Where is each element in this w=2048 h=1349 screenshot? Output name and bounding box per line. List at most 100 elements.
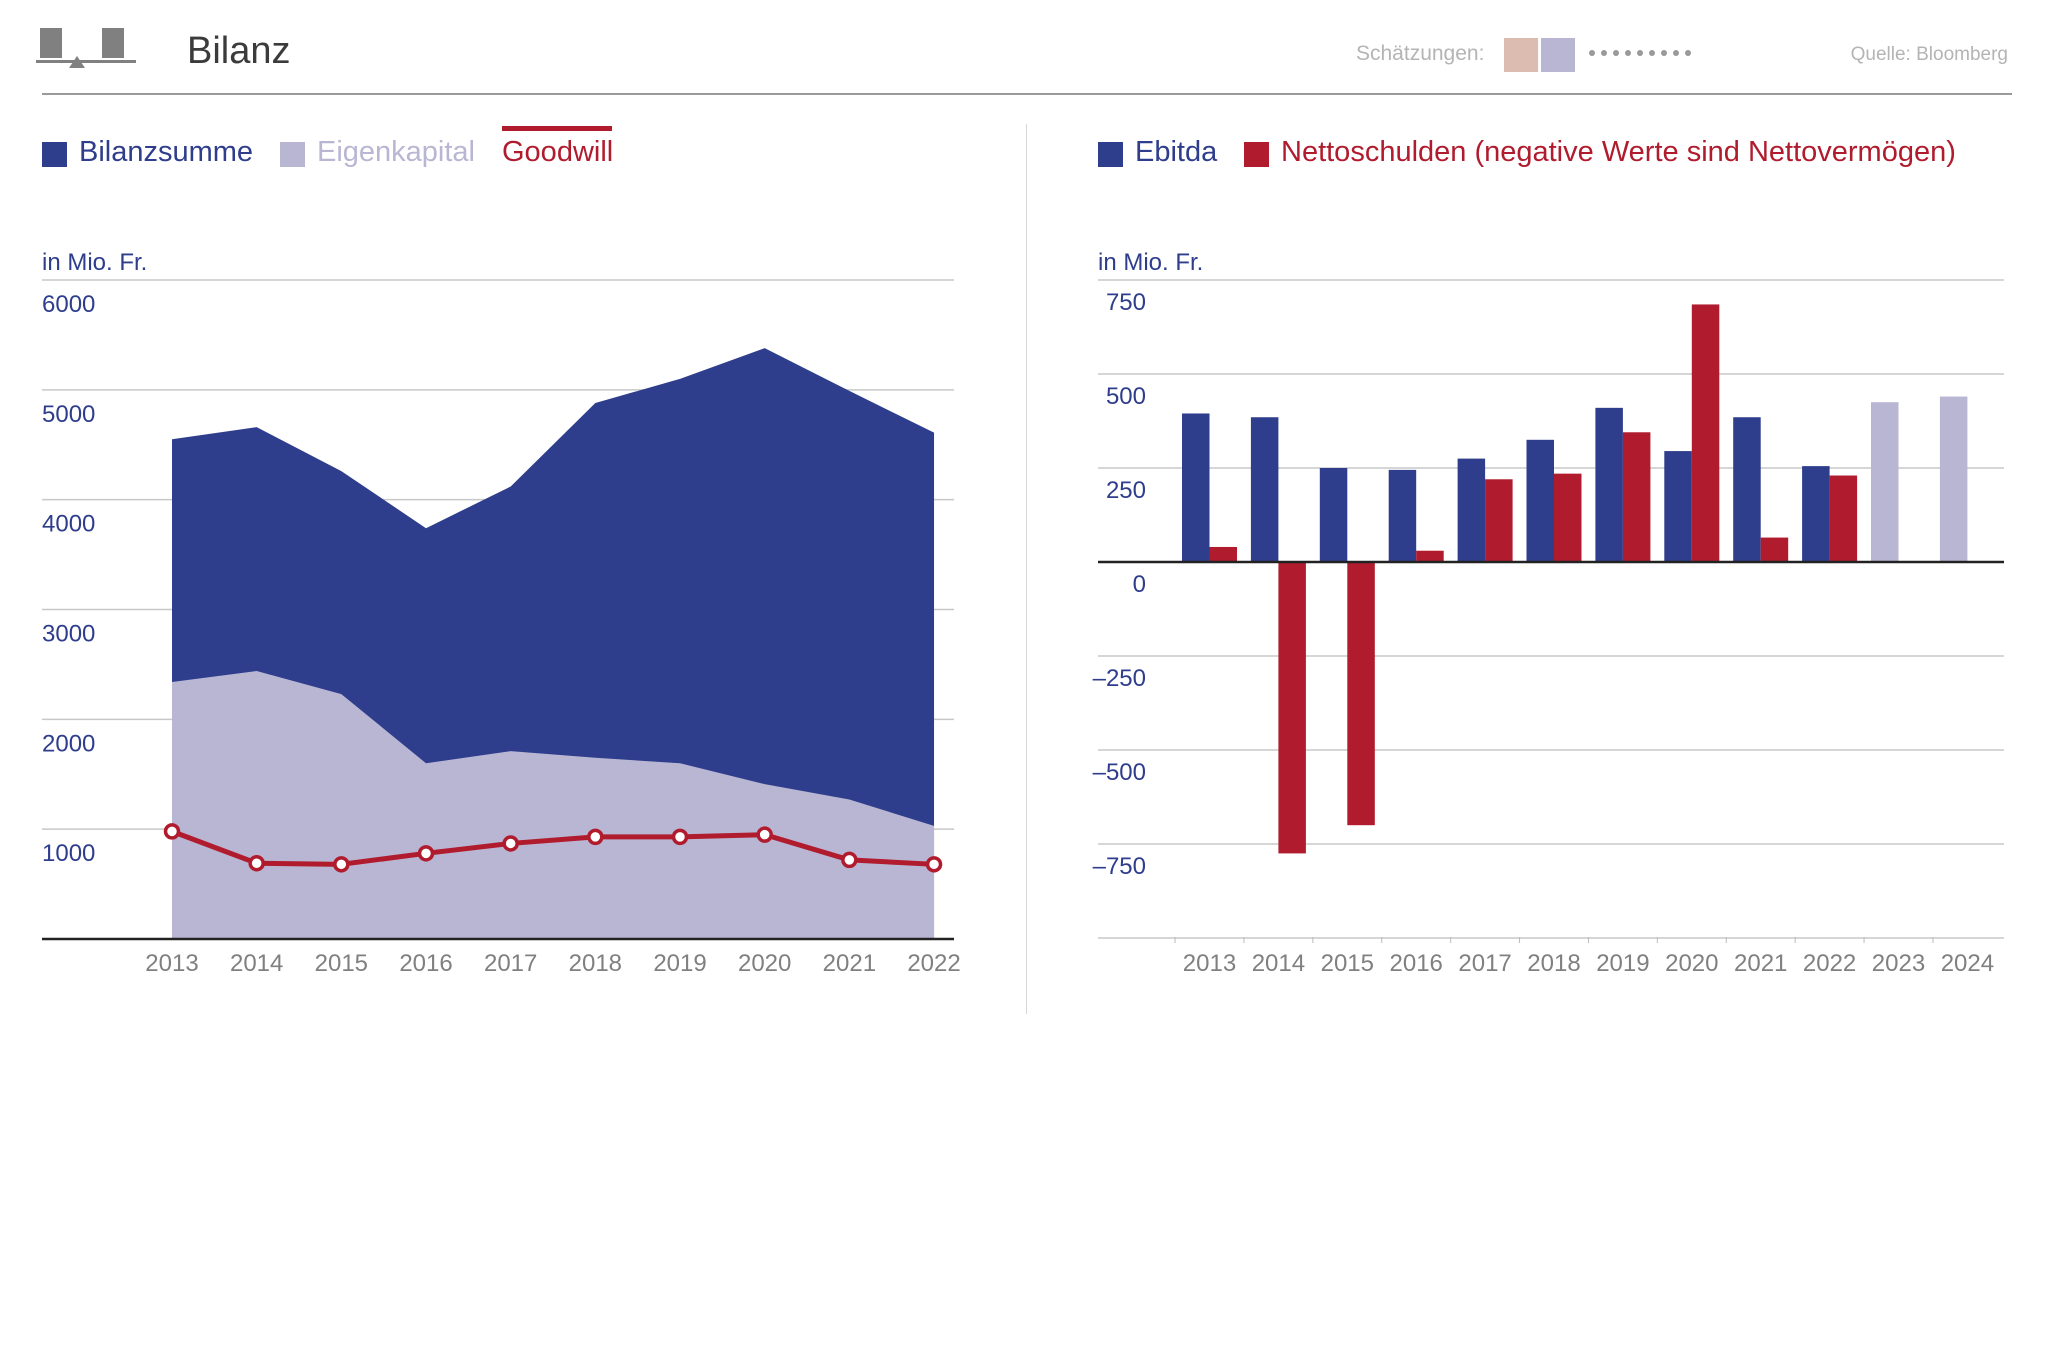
left-x-tick-label: 2017: [484, 950, 537, 977]
left-x-tick-label: 2013: [145, 950, 198, 977]
estimate-dot: [1601, 50, 1607, 56]
right-gridlines: [1098, 279, 2004, 939]
right-x-tick-label: 2017: [1458, 950, 1511, 977]
left-y-tick-label: 4000: [42, 511, 95, 538]
legend-swatch-eigenkapital: [280, 142, 305, 167]
bar-ebitda: [1871, 402, 1899, 562]
header: Bilanz Schätzungen: Quelle: Bloomberg: [0, 0, 2048, 100]
right-y-tick-label: 500: [1106, 383, 1146, 410]
goodwill-point: [587, 828, 604, 846]
goodwill-point: [417, 845, 435, 862]
right-x-tick-label: 2015: [1321, 950, 1374, 977]
balance-area-chart: in Mio. Fr. 1000 2000 3000 4000 5000 6000 201…: [42, 249, 961, 977]
left-x-tick-label: 2018: [569, 950, 622, 977]
bar-ebitda: [1939, 396, 1968, 562]
right-x-tick-label: 2020: [1665, 950, 1718, 977]
right-y-tick-label: –250: [1093, 665, 1146, 692]
legend-label-goodwill: Goodwill: [502, 136, 614, 168]
goodwill-point: [248, 854, 265, 872]
right-x-tick-label: 2023: [1872, 950, 1925, 977]
estimate-dot: [1625, 50, 1631, 56]
left-x-tick-label: 2022: [907, 950, 960, 977]
right-bars: [1182, 304, 1968, 854]
estimates-label: Schätzungen:: [1356, 42, 1485, 65]
bar-nettoschulden: [1829, 475, 1858, 562]
right-x-tick-label: 2019: [1596, 950, 1649, 977]
goodwill-point: [925, 856, 943, 873]
estimate-dot: [1685, 50, 1691, 56]
header-divider: [42, 93, 2012, 95]
panel-divider: [1026, 124, 1027, 1014]
goodwill-point: [163, 823, 181, 840]
legend-line-goodwill: [502, 126, 612, 131]
bar-nettoschulden: [1278, 562, 1306, 854]
estimate-swatch-rose: [1504, 38, 1538, 72]
legend-balance: Bilanzsumme Eigenkapital Goodwill: [42, 126, 642, 176]
left-x-tick-label: 2021: [823, 950, 876, 977]
right-y-tick-label: –750: [1093, 853, 1146, 880]
right-y-tick-label: 0: [1133, 571, 1146, 598]
area-eigenkapital: [172, 671, 935, 939]
bar-nettoschulden: [1416, 550, 1444, 562]
left-x-ticks: 2013 2014 2015 2016 2017 2018 2019 2020 2021 2022: [145, 950, 960, 977]
bar-ebitda: [1664, 451, 1692, 562]
earnings-bar-chart: in Mio. Fr. 750 500 250 0 –250 –500 –750 2013 2…: [1093, 249, 2004, 977]
bar-ebitda: [1802, 466, 1830, 562]
bar-nettoschulden: [1209, 546, 1237, 562]
balance-scale-icon: [36, 28, 136, 68]
right-y-tick-label: 250: [1106, 477, 1146, 504]
right-y-tick-label: 750: [1106, 289, 1146, 316]
estimate-dot: [1649, 50, 1655, 56]
left-y-tick-label: 2000: [42, 730, 95, 757]
source-label: Quelle: Bloomberg: [1850, 44, 2008, 65]
right-x-tick-label: 2021: [1734, 950, 1787, 977]
goodwill-point: [671, 828, 689, 846]
estimate-dot: [1589, 50, 1595, 56]
bar-nettoschulden: [1485, 479, 1513, 562]
bar-ebitda: [1733, 417, 1761, 562]
legend-label-ebitda: Ebitda: [1135, 136, 1218, 168]
legend-swatch-ebitda: [1098, 142, 1123, 167]
bar-ebitda: [1595, 407, 1623, 562]
line-goodwill: [171, 829, 935, 867]
right-unit-label: in Mio. Fr.: [1098, 249, 1203, 276]
left-x-tick-label: 2020: [738, 950, 791, 977]
estimate-dot: [1673, 50, 1679, 56]
left-x-tick-label: 2016: [399, 950, 452, 977]
bar-ebitda: [1182, 413, 1210, 562]
right-x-tick-label: 2014: [1252, 950, 1305, 977]
legend-swatch-nettoschulden: [1244, 142, 1269, 167]
bar-nettoschulden: [1622, 432, 1651, 562]
bar-ebitda: [1388, 469, 1417, 562]
goodwill-point: [756, 826, 773, 843]
bar-ebitda: [1250, 417, 1279, 562]
bar-nettoschulden: [1760, 537, 1789, 562]
goodwill-point: [333, 856, 350, 873]
left-unit-label: in Mio. Fr.: [42, 249, 147, 276]
right-x-ticks: 2013 2014 2015 2016 2017 2018 2019 2020 2021 2022…: [1174, 937, 1994, 977]
estimate-dot: [1637, 50, 1643, 56]
left-goodwill-line: [163, 823, 943, 873]
estimate-dot: [1661, 50, 1667, 56]
bar-nettoschulden: [1691, 304, 1720, 562]
right-x-tick-label: 2016: [1390, 950, 1443, 977]
bar-nettoschulden: [1554, 473, 1582, 562]
right-x-tick-label: 2018: [1527, 950, 1580, 977]
legend-swatch-bilanzsumme: [42, 142, 67, 167]
goodwill-point: [502, 835, 519, 852]
legend-label-bilanzsumme: Bilanzsumme: [79, 136, 254, 168]
estimate-dotted-line-icon: [1589, 50, 1691, 56]
right-y-ticks: 750 500 250 0 –250 –500 –750: [1093, 289, 1146, 880]
right-x-tick-label: 2013: [1183, 950, 1236, 977]
page-title: Bilanz: [187, 30, 291, 72]
left-x-tick-label: 2014: [230, 950, 283, 977]
right-y-tick-label: –500: [1093, 759, 1146, 786]
left-areas: [172, 348, 935, 939]
bar-ebitda: [1457, 458, 1486, 562]
goodwill-point: [841, 851, 858, 869]
bar-ebitda: [1526, 439, 1554, 562]
left-y-tick-label: 5000: [42, 401, 95, 428]
left-y-tick-label: 1000: [42, 840, 95, 867]
legend-label-nettoschulden: Nettoschulden (negative Werte sind Netto…: [1281, 136, 1956, 168]
